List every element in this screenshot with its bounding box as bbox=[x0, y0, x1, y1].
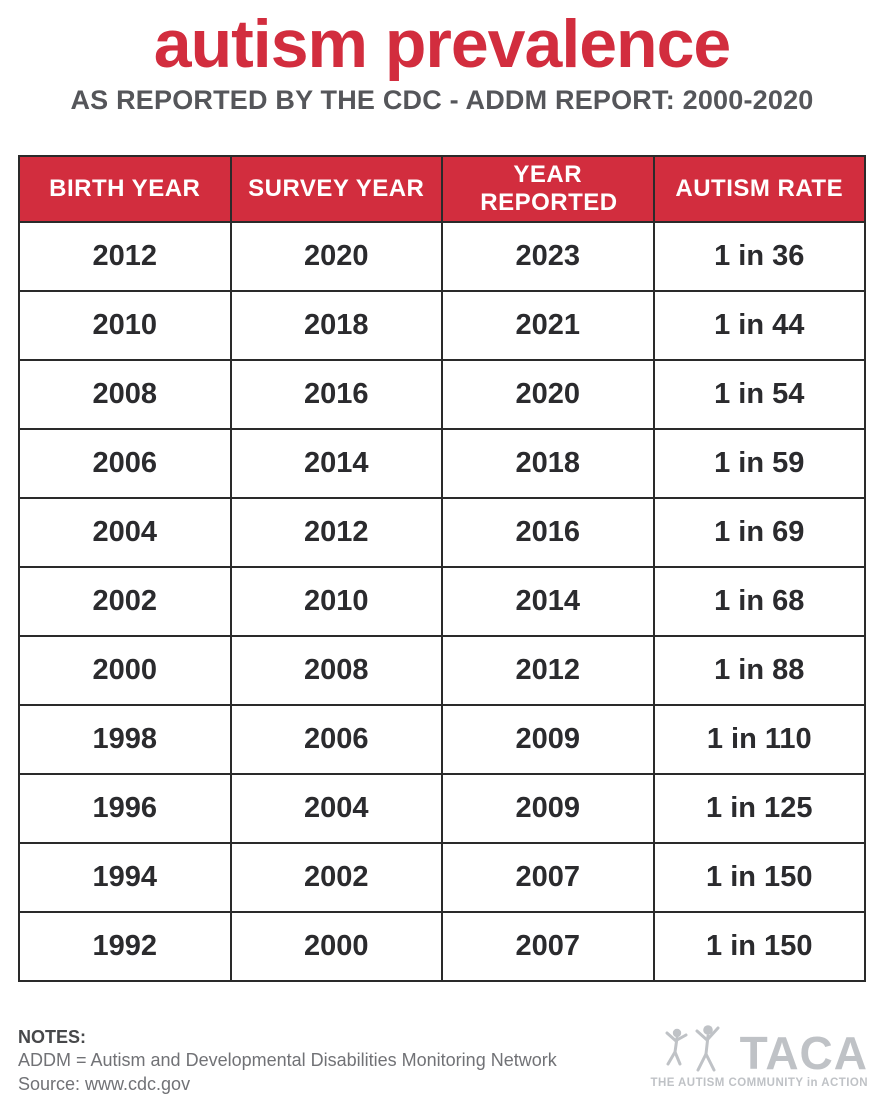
taca-logo: TACA THE AUTISM COMMUNITY in ACTION bbox=[644, 1024, 868, 1089]
table-cell: 1 in 69 bbox=[652, 497, 866, 568]
table-cell: 2020 bbox=[441, 359, 655, 430]
table-row: 2002 2010 2014 1 in 68 bbox=[18, 566, 866, 637]
table-cell: 2008 bbox=[18, 359, 232, 430]
table-cell: 1 in 150 bbox=[652, 911, 866, 982]
table-cell: 1994 bbox=[18, 842, 232, 913]
table-cell: 2007 bbox=[441, 911, 655, 982]
table-header-row: BIRTH YEAR SURVEY YEAR YEAR REPORTED AUTISM… bbox=[18, 155, 866, 223]
table-cell: 2004 bbox=[18, 497, 232, 568]
table-row: 2000 2008 2012 1 in 88 bbox=[18, 635, 866, 706]
column-header: SURVEY YEAR bbox=[229, 155, 443, 223]
table-cell: 2012 bbox=[441, 635, 655, 706]
table-cell: 1 in 59 bbox=[652, 428, 866, 499]
table-cell: 2014 bbox=[441, 566, 655, 637]
column-header-label: AUTISM RATE bbox=[675, 175, 844, 203]
table-cell: 1 in 125 bbox=[652, 773, 866, 844]
table-cell: 2014 bbox=[229, 428, 443, 499]
notes-line-addm: ADDM = Autism and Developmental Disabili… bbox=[18, 1050, 557, 1071]
table-cell: 1 in 68 bbox=[652, 566, 866, 637]
table-cell: 1 in 36 bbox=[652, 221, 866, 292]
table-cell: 2008 bbox=[229, 635, 443, 706]
table-cell: 2010 bbox=[229, 566, 443, 637]
table-cell: 2023 bbox=[441, 221, 655, 292]
autism-prevalence-infographic: autism prevalence AS REPORTED BY THE CDC… bbox=[0, 6, 884, 1094]
column-header: YEAR REPORTED bbox=[441, 155, 655, 223]
page-subtitle: AS REPORTED BY THE CDC - ADDM REPORT: 20… bbox=[70, 85, 814, 115]
taca-logo-top: TACA bbox=[644, 1024, 868, 1079]
page-title: autism prevalence bbox=[153, 6, 731, 82]
column-header-label: BIRTH YEAR bbox=[49, 175, 201, 203]
table-cell: 1 in 88 bbox=[652, 635, 866, 706]
table-cell: 2002 bbox=[229, 842, 443, 913]
dancing-figures-icon bbox=[665, 1025, 720, 1072]
column-header-label: YEAR REPORTED bbox=[480, 161, 618, 216]
table-cell: 2000 bbox=[18, 635, 232, 706]
table-cell: 2016 bbox=[229, 359, 443, 430]
table-cell: 2010 bbox=[18, 290, 232, 361]
table-body: 2012 2020 2023 1 in 36 2010 2018 2021 1 in 44 20… bbox=[18, 221, 866, 982]
table-cell: 1992 bbox=[18, 911, 232, 982]
table-cell: 2018 bbox=[441, 428, 655, 499]
table-cell: 2012 bbox=[229, 497, 443, 568]
logo-wordmark: TACA bbox=[739, 1026, 868, 1079]
table-cell: 2020 bbox=[229, 221, 443, 292]
table-cell: 2012 bbox=[18, 221, 232, 292]
table-cell: 1 in 54 bbox=[652, 359, 866, 430]
table-row: 1992 2000 2007 1 in 150 bbox=[18, 911, 866, 982]
table-cell: 1 in 110 bbox=[652, 704, 866, 775]
table-row: 2010 2018 2021 1 in 44 bbox=[18, 290, 866, 361]
table-cell: 2007 bbox=[441, 842, 655, 913]
table-row: 2012 2020 2023 1 in 36 bbox=[18, 221, 866, 292]
table-cell: 2018 bbox=[229, 290, 443, 361]
logo-tagline: THE AUTISM COMMUNITY in ACTION bbox=[650, 1077, 868, 1089]
table-cell: 2002 bbox=[18, 566, 232, 637]
table-cell: 1 in 150 bbox=[652, 842, 866, 913]
column-header: AUTISM RATE bbox=[652, 155, 866, 223]
prevalence-table: BIRTH YEAR SURVEY YEAR YEAR REPORTED AUTISM… bbox=[18, 155, 866, 982]
notes-block: NOTES: ADDM = Autism and Developmental D… bbox=[18, 1026, 557, 1096]
column-header: BIRTH YEAR bbox=[18, 155, 232, 223]
table-cell: 2004 bbox=[229, 773, 443, 844]
table-row: 1994 2002 2007 1 in 150 bbox=[18, 842, 866, 913]
table-cell: 1998 bbox=[18, 704, 232, 775]
table-cell: 2021 bbox=[441, 290, 655, 361]
table-cell: 2006 bbox=[18, 428, 232, 499]
table-row: 2006 2014 2018 1 in 59 bbox=[18, 428, 866, 499]
table-cell: 1996 bbox=[18, 773, 232, 844]
table-row: 2004 2012 2016 1 in 69 bbox=[18, 497, 866, 568]
notes-line-source: Source: www.cdc.gov bbox=[18, 1073, 191, 1094]
table-row: 2008 2016 2020 1 in 54 bbox=[18, 359, 866, 430]
table-cell: 2016 bbox=[441, 497, 655, 568]
notes-label: NOTES: bbox=[18, 1027, 87, 1047]
table-cell: 2009 bbox=[441, 773, 655, 844]
table-cell: 2000 bbox=[229, 911, 443, 982]
table-cell: 2009 bbox=[441, 704, 655, 775]
table-row: 1998 2006 2009 1 in 110 bbox=[18, 704, 866, 775]
table-cell: 1 in 44 bbox=[652, 290, 866, 361]
table-cell: 2006 bbox=[229, 704, 443, 775]
table-row: 1996 2004 2009 1 in 125 bbox=[18, 773, 866, 844]
column-header-label: SURVEY YEAR bbox=[248, 175, 425, 203]
